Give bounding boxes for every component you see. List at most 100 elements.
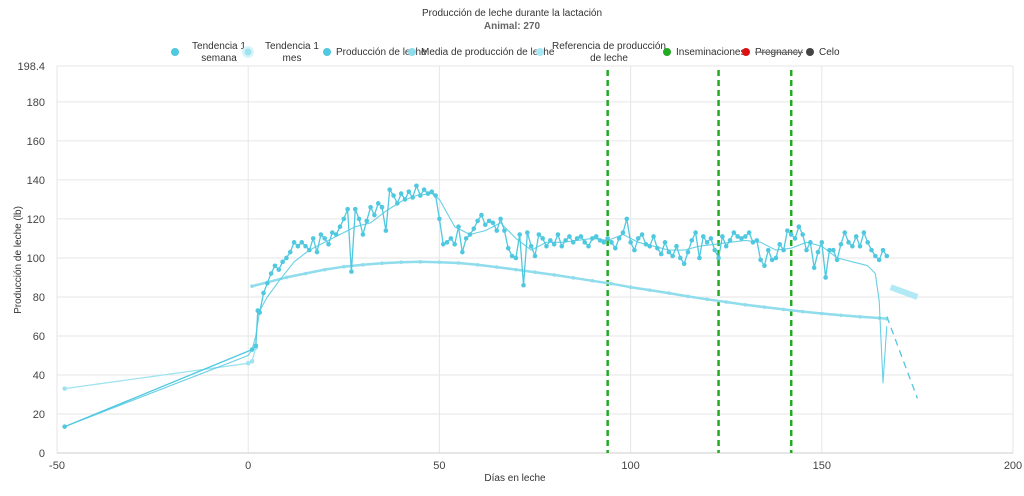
data-point-producci-n-de-leche (643, 241, 649, 247)
data-point-producci-n-de-leche (406, 189, 412, 194)
legend-label-line2: mes (283, 53, 302, 64)
data-point-producci-n-de-leche (307, 247, 312, 253)
data-point-media-de-producci-n-de-leche (667, 291, 671, 295)
data-point-producci-n-de-leche (678, 255, 683, 261)
data-point-producci-n-de-leche (697, 255, 702, 261)
data-point-media-de-producci-n-de-leche (609, 281, 614, 286)
legend-marker-icon (408, 48, 416, 56)
data-point-media-de-producci-n-de-leche (571, 276, 576, 280)
data-point-producci-n-de-leche (593, 234, 599, 239)
data-point-producci-n-de-leche (494, 228, 500, 233)
data-point-producci-n-de-leche (655, 245, 660, 251)
y-tick-label: 198.4 (17, 61, 45, 73)
data-point-producci-n-de-leche (632, 247, 637, 253)
data-point-producci-n-de-leche (578, 234, 584, 239)
data-point-producci-n-de-leche (842, 230, 848, 235)
data-point-producci-n-de-leche (356, 216, 362, 222)
y-tick-label: 140 (27, 175, 45, 187)
data-point-producci-n-de-leche (425, 191, 431, 196)
data-point-producci-n-de-leche (808, 240, 813, 245)
data-point-producci-n-de-leche (876, 257, 882, 263)
data-point-producci-n-de-leche (662, 240, 668, 245)
data-point-producci-n-de-leche (635, 236, 641, 241)
data-point-producci-n-de-leche (62, 424, 67, 429)
legend-marker-icon (323, 48, 331, 56)
data-point-media-de-producci-n-de-leche (380, 261, 384, 266)
legend-marker-icon (244, 48, 252, 56)
data-point-producci-n-de-leche (628, 240, 633, 245)
data-point-producci-n-de-leche (689, 238, 695, 243)
data-point-producci-n-de-leche (647, 243, 653, 249)
data-point-media-de-producci-n-de-leche (303, 271, 308, 276)
data-point-media-de-producci-n-de-leche (628, 285, 633, 289)
y-tick-label: 160 (27, 136, 45, 148)
data-point-producci-n-de-leche (547, 238, 553, 243)
data-point-producci-n-de-leche (437, 216, 442, 222)
data-point-producci-n-de-leche (609, 240, 614, 245)
data-point-producci-n-de-leche (704, 240, 710, 245)
data-point-producci-n-de-leche (819, 240, 825, 245)
grid-lines (56, 65, 1014, 454)
data-point-producci-n-de-leche (658, 251, 664, 257)
data-point-producci-n-de-leche (544, 243, 549, 249)
data-point-media-de-producci-n-de-leche (552, 273, 556, 277)
data-point-producci-n-de-leche (444, 240, 450, 245)
y-tick-label: 20 (33, 409, 45, 421)
data-point-producci-n-de-leche (601, 240, 607, 245)
data-point-producci-n-de-leche (498, 216, 503, 222)
data-point-producci-n-de-leche (559, 243, 565, 249)
data-point-media-de-producci-n-de-leche (475, 262, 480, 267)
data-point-producci-n-de-leche (811, 265, 817, 270)
plot-area (62, 183, 919, 429)
data-point-producci-n-de-leche (322, 236, 327, 241)
data-point-producci-n-de-leche (421, 187, 427, 192)
data-point-producci-n-de-leche (551, 241, 557, 247)
legend-label-line2: de leche (590, 53, 628, 64)
data-point-producci-n-de-leche (310, 236, 316, 241)
data-point-producci-n-de-leche (773, 255, 779, 261)
data-point-producci-n-de-leche (372, 212, 377, 218)
data-point-producci-n-de-leche (834, 257, 840, 263)
legend-marker-icon (663, 48, 671, 56)
data-point-producci-n-de-leche (639, 232, 645, 237)
legend-marker-icon (742, 48, 750, 56)
data-point-media-de-producci-n-de-leche (250, 284, 254, 289)
data-point-producci-n-de-leche (624, 216, 630, 222)
data-point-producci-n-de-leche (788, 232, 794, 237)
data-point-media-de-producci-n-de-leche (820, 311, 824, 316)
data-point-producci-n-de-leche (460, 249, 465, 255)
data-point-producci-n-de-leche (479, 212, 484, 218)
data-point-producci-n-de-leche (517, 232, 523, 237)
data-point-producci-n-de-leche (651, 234, 656, 239)
data-point-producci-n-de-leche (735, 234, 740, 239)
data-point-producci-n-de-leche (387, 187, 392, 192)
legend-label: Referencia de producción (552, 41, 666, 52)
series-line-tendencia-1-mes (64, 347, 257, 390)
data-point-producci-n-de-leche (750, 240, 756, 245)
insemination-lines (606, 70, 793, 453)
data-point-producci-n-de-leche (410, 195, 415, 200)
data-point-producci-n-de-leche (349, 269, 354, 274)
x-tick-label: 150 (813, 460, 831, 472)
data-point-producci-n-de-leche (265, 280, 270, 286)
data-point-producci-n-de-leche (873, 253, 878, 259)
data-point-producci-n-de-leche (525, 230, 530, 235)
data-point-producci-n-de-leche (754, 238, 760, 243)
legend-label-line2: semana (201, 53, 237, 64)
data-point-producci-n-de-leche (505, 245, 511, 251)
data-point-producci-n-de-leche (314, 249, 320, 255)
legend-label: Celo (819, 47, 840, 58)
data-point-producci-n-de-leche (532, 253, 538, 259)
data-point-producci-n-de-leche (291, 240, 297, 245)
data-point-producci-n-de-leche (666, 249, 672, 255)
data-point-producci-n-de-leche (249, 347, 255, 352)
data-point-producci-n-de-leche (414, 183, 419, 189)
data-point-producci-n-de-leche (739, 236, 744, 241)
data-point-producci-n-de-leche (693, 230, 698, 235)
data-point-producci-n-de-leche (341, 216, 347, 222)
data-point-tendencia-1-mes (249, 359, 255, 364)
data-point-media-de-producci-n-de-leche (284, 275, 289, 280)
data-point-producci-n-de-leche (830, 247, 836, 253)
